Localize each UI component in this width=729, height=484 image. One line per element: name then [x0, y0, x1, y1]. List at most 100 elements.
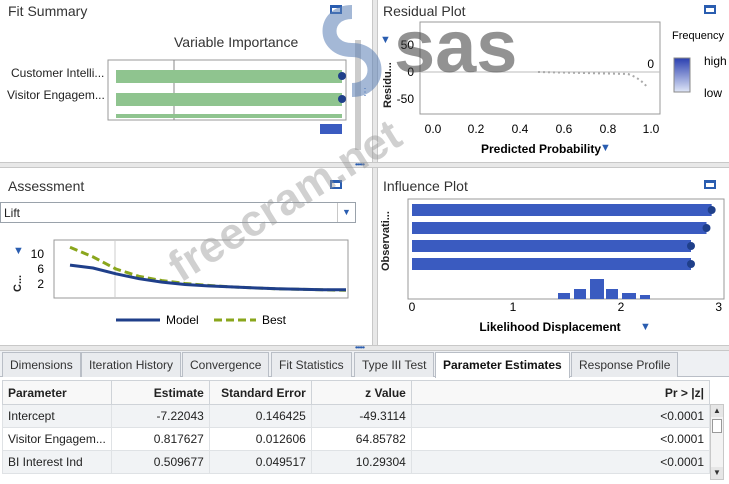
x-tick: 0.2 [468, 122, 485, 136]
histogram-bar [574, 289, 586, 299]
horizontal-splitter-bottom[interactable] [0, 345, 729, 351]
influence-point [707, 206, 716, 214]
model-series-line [69, 263, 346, 292]
histogram-bar [606, 289, 618, 299]
legend-high: high [704, 54, 727, 68]
influence-bar [412, 204, 712, 216]
table-cell: <0.0001 [410, 404, 711, 428]
assessment-title: Assessment [8, 178, 85, 194]
fit-summary-title: Fit Summary [8, 3, 88, 19]
svg-text:sas: sas [394, 5, 517, 88]
splitter-grip-icon[interactable]: ••••• [355, 343, 365, 352]
column-header[interactable]: Pr > |z| [410, 380, 711, 405]
sas-logo-watermark: sas [322, 5, 517, 97]
table-scrollbar[interactable]: ▲ ▼ [710, 404, 724, 480]
column-header[interactable]: Parameter [2, 380, 112, 405]
x-tick: 1.0 [643, 122, 660, 136]
table-cell: -7.22043 [110, 404, 210, 428]
parameter-estimates-table: Parameter Estimate Standard Error z Valu… [2, 380, 711, 474]
table-cell: 0.012606 [208, 427, 312, 451]
vertical-splitter[interactable] [372, 0, 378, 345]
histogram-bar [622, 293, 636, 299]
scroll-up-icon[interactable]: ▲ [711, 405, 723, 417]
filter-icon[interactable]: ▼ [640, 321, 651, 333]
importance-bar [116, 70, 342, 83]
table-row[interactable]: Visitor Engagem... 0.817627 0.012606 64.… [2, 427, 711, 451]
x-tick: 0.8 [600, 122, 617, 136]
y-tick: 50 [401, 38, 415, 52]
assessment-chart: 10 6 2 Model Best [31, 239, 349, 327]
influence-bar [412, 222, 707, 234]
table-cell: 0.509677 [110, 450, 210, 474]
assessment-select-value: Lift [4, 206, 21, 220]
tab-convergence[interactable]: Convergence [182, 352, 270, 377]
horizontal-splitter-top[interactable] [0, 162, 729, 168]
filter-icon[interactable]: ▼ [600, 142, 611, 154]
tab-iteration-history[interactable]: Iteration History [81, 352, 182, 377]
influence-bar [412, 258, 691, 270]
x-tick: 0.0 [425, 122, 442, 136]
fit-summary-panel: Fit Summary Variable Importance Customer… [0, 0, 372, 162]
table-cell: BI Interest Ind [2, 450, 112, 474]
chevron-down-icon[interactable]: ▼ [337, 203, 355, 222]
y-tick: 2 [37, 277, 44, 291]
legend-low: low [704, 86, 722, 100]
variable-importance-chart: ⋮ [107, 40, 370, 150]
frequency-gradient [673, 57, 691, 93]
scroll-thumb[interactable] [712, 419, 722, 433]
tab-response-profile[interactable]: Response Profile [571, 352, 679, 377]
influence-plot-title: Influence Plot [383, 178, 468, 194]
x-tick: 0.4 [512, 122, 529, 136]
histogram-bar [640, 295, 650, 299]
residual-chart: 50 0 -50 0 0.0 0.2 0.4 0.6 0.8 1.0 Predi… [397, 21, 727, 156]
column-header[interactable]: z Value [310, 380, 412, 405]
influence-point [702, 224, 711, 232]
filter-icon[interactable]: ▼ [13, 245, 24, 257]
inner-zero-label: 0 [647, 57, 654, 71]
maximize-icon[interactable] [704, 180, 716, 189]
column-header[interactable]: Standard Error [208, 380, 312, 405]
influence-xlabel: Likelihood Displacement [479, 320, 620, 334]
filter-icon[interactable]: ▼ [380, 34, 391, 46]
importance-bar [116, 93, 342, 106]
residual-points [537, 71, 649, 89]
table-cell: 0.049517 [208, 450, 312, 474]
table-cell: 0.146425 [208, 404, 312, 428]
table-row[interactable]: BI Interest Ind 0.509677 0.049517 10.293… [2, 450, 711, 474]
tab-type-iii-test[interactable]: Type III Test [354, 352, 435, 377]
variable-label: Customer Intelli... [11, 66, 105, 80]
table-header-row: Parameter Estimate Standard Error z Valu… [2, 380, 711, 405]
splitter-grip-icon[interactable]: ••••• [355, 160, 365, 169]
importance-bar [116, 114, 342, 118]
x-tick: 0.6 [556, 122, 573, 136]
y-tick: 10 [31, 247, 45, 261]
histogram-bar [558, 293, 570, 299]
influence-chart: 0 1 2 3 Likelihood Displacement [407, 198, 725, 334]
importance-point [338, 72, 346, 80]
table-cell: -49.3114 [310, 404, 412, 428]
table-cell: Visitor Engagem... [2, 427, 112, 451]
table-cell: <0.0001 [410, 427, 711, 451]
legend-title: Frequency [672, 30, 724, 42]
table-cell: <0.0001 [410, 450, 711, 474]
results-tab-bar: Dimensions Iteration History Convergence… [0, 351, 729, 378]
assessment-select[interactable]: Lift ▼ [0, 202, 356, 223]
x-tick: 0 [409, 300, 416, 314]
column-header[interactable]: Estimate [110, 380, 210, 405]
histogram-bar [590, 279, 604, 299]
variable-importance-title: Variable Importance [174, 34, 299, 50]
influence-point [687, 260, 695, 268]
table-cell: 64.85782 [310, 427, 412, 451]
x-tick: 1 [510, 300, 517, 314]
tab-fit-statistics[interactable]: Fit Statistics [271, 352, 352, 377]
y-tick: 0 [407, 65, 414, 79]
table-row[interactable]: Intercept -7.22043 0.146425 -49.3114 <0.… [2, 404, 711, 428]
tab-dimensions[interactable]: Dimensions [2, 352, 81, 377]
maximize-icon[interactable] [330, 180, 342, 189]
plot-frame [107, 59, 347, 121]
importance-point [338, 95, 346, 103]
tab-parameter-estimates[interactable]: Parameter Estimates [435, 352, 570, 378]
scroll-down-icon[interactable]: ▼ [711, 467, 723, 479]
maximize-icon[interactable] [704, 5, 716, 14]
x-tick: 3 [715, 300, 722, 314]
